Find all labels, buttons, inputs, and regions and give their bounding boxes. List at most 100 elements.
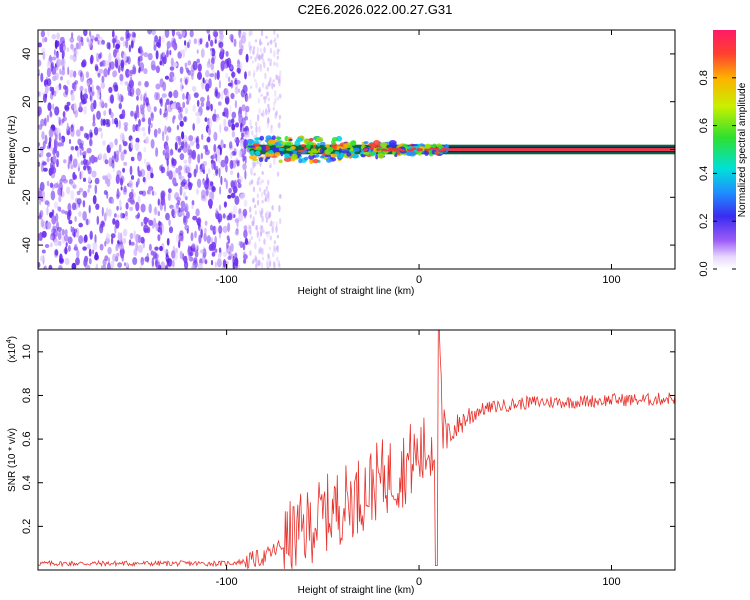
noise-speckle <box>93 99 97 110</box>
noise-speckle <box>65 242 68 247</box>
fade-speckle <box>268 260 272 268</box>
y-tick-label: 0 <box>21 146 33 152</box>
noise-speckle <box>153 206 158 216</box>
noise-speckle <box>38 233 41 242</box>
noise-speckle <box>94 184 98 195</box>
noise-speckle <box>150 123 153 128</box>
noise-speckle <box>104 159 109 165</box>
noise-speckle <box>220 159 226 168</box>
noise-speckle <box>175 167 179 174</box>
noise-speckle <box>160 164 164 174</box>
fade-speckle <box>275 74 278 80</box>
noise-speckle <box>183 215 187 224</box>
noise-speckle <box>177 210 183 218</box>
noise-speckle <box>217 213 223 223</box>
noise-speckle <box>153 217 157 228</box>
noise-speckle <box>91 90 95 96</box>
noise-speckle <box>97 127 103 132</box>
noise-speckle <box>123 53 127 62</box>
noise-speckle <box>73 184 77 189</box>
signal-blob <box>362 152 370 155</box>
noise-speckle <box>104 118 109 125</box>
signal-blob <box>304 147 308 151</box>
signal-blob <box>334 151 340 155</box>
fade-speckle <box>260 225 264 231</box>
fade-speckle <box>273 30 276 36</box>
noise-speckle <box>144 158 147 165</box>
noise-speckle <box>164 108 168 118</box>
noise-speckle <box>139 62 145 72</box>
noise-speckle <box>89 132 93 138</box>
fade-speckle <box>254 56 257 62</box>
noise-speckle <box>116 205 119 211</box>
noise-speckle <box>108 86 113 94</box>
noise-speckle <box>180 181 186 187</box>
noise-speckle <box>144 81 149 88</box>
noise-speckle <box>242 31 247 38</box>
noise-speckle <box>181 85 184 90</box>
noise-speckle <box>244 237 248 245</box>
signal-blob <box>303 156 309 161</box>
noise-speckle <box>92 195 97 205</box>
noise-speckle <box>172 62 178 68</box>
noise-speckle <box>241 132 245 138</box>
noise-speckle <box>50 190 56 201</box>
noise-speckle <box>54 39 58 49</box>
fade-speckle <box>274 37 277 42</box>
noise-speckle <box>157 127 161 134</box>
noise-speckle <box>64 104 67 110</box>
noise-speckle <box>235 139 240 144</box>
noise-speckle <box>195 143 200 150</box>
noise-speckle <box>148 125 151 135</box>
noise-speckle <box>201 163 205 170</box>
noise-speckle <box>211 57 215 65</box>
noise-speckle <box>117 262 122 268</box>
noise-speckle <box>77 148 80 158</box>
noise-speckle <box>234 218 240 223</box>
noise-speckle <box>38 142 41 147</box>
noise-speckle <box>77 162 81 168</box>
fade-speckle <box>276 96 280 101</box>
signal-blob <box>276 145 280 149</box>
x-tick-label: -100 <box>216 274 238 286</box>
fade-speckle <box>265 85 268 90</box>
noise-speckle <box>238 48 243 56</box>
noise-speckle <box>245 53 249 63</box>
noise-speckle <box>183 159 188 164</box>
noise-speckle <box>78 40 82 50</box>
fade-speckle <box>276 171 280 177</box>
noise-speckle <box>228 251 232 260</box>
fade-speckle <box>260 42 263 45</box>
fade-speckle <box>275 225 278 233</box>
snr-scale-close: ) <box>7 336 18 339</box>
noise-speckle <box>236 63 241 70</box>
noise-speckle <box>45 84 49 94</box>
noise-speckle <box>165 212 170 221</box>
fade-speckle <box>258 237 261 242</box>
noise-speckle <box>210 190 215 201</box>
fade-speckle <box>261 256 265 261</box>
noise-speckle <box>82 211 87 221</box>
noise-speckle <box>137 177 140 185</box>
noise-speckle <box>157 234 161 242</box>
noise-speckle <box>204 79 209 84</box>
noise-speckle <box>209 39 214 47</box>
noise-speckle <box>75 129 81 137</box>
fade-speckle <box>269 235 272 241</box>
fade-speckle <box>277 260 281 268</box>
noise-speckle <box>129 232 134 240</box>
y-tick-label: -20 <box>21 189 33 205</box>
noise-speckle <box>59 36 65 45</box>
noise-speckle <box>138 190 144 195</box>
noise-speckle <box>129 69 135 74</box>
fade-speckle <box>249 119 252 128</box>
noise-speckle <box>205 70 210 78</box>
noise-speckle <box>196 178 202 188</box>
noise-speckle <box>135 242 139 251</box>
noise-speckle <box>122 167 126 173</box>
noise-speckle <box>220 139 224 150</box>
noise-speckle <box>227 119 232 128</box>
noise-speckle <box>51 56 57 61</box>
fade-speckle <box>273 50 276 58</box>
noise-speckle <box>80 71 83 78</box>
